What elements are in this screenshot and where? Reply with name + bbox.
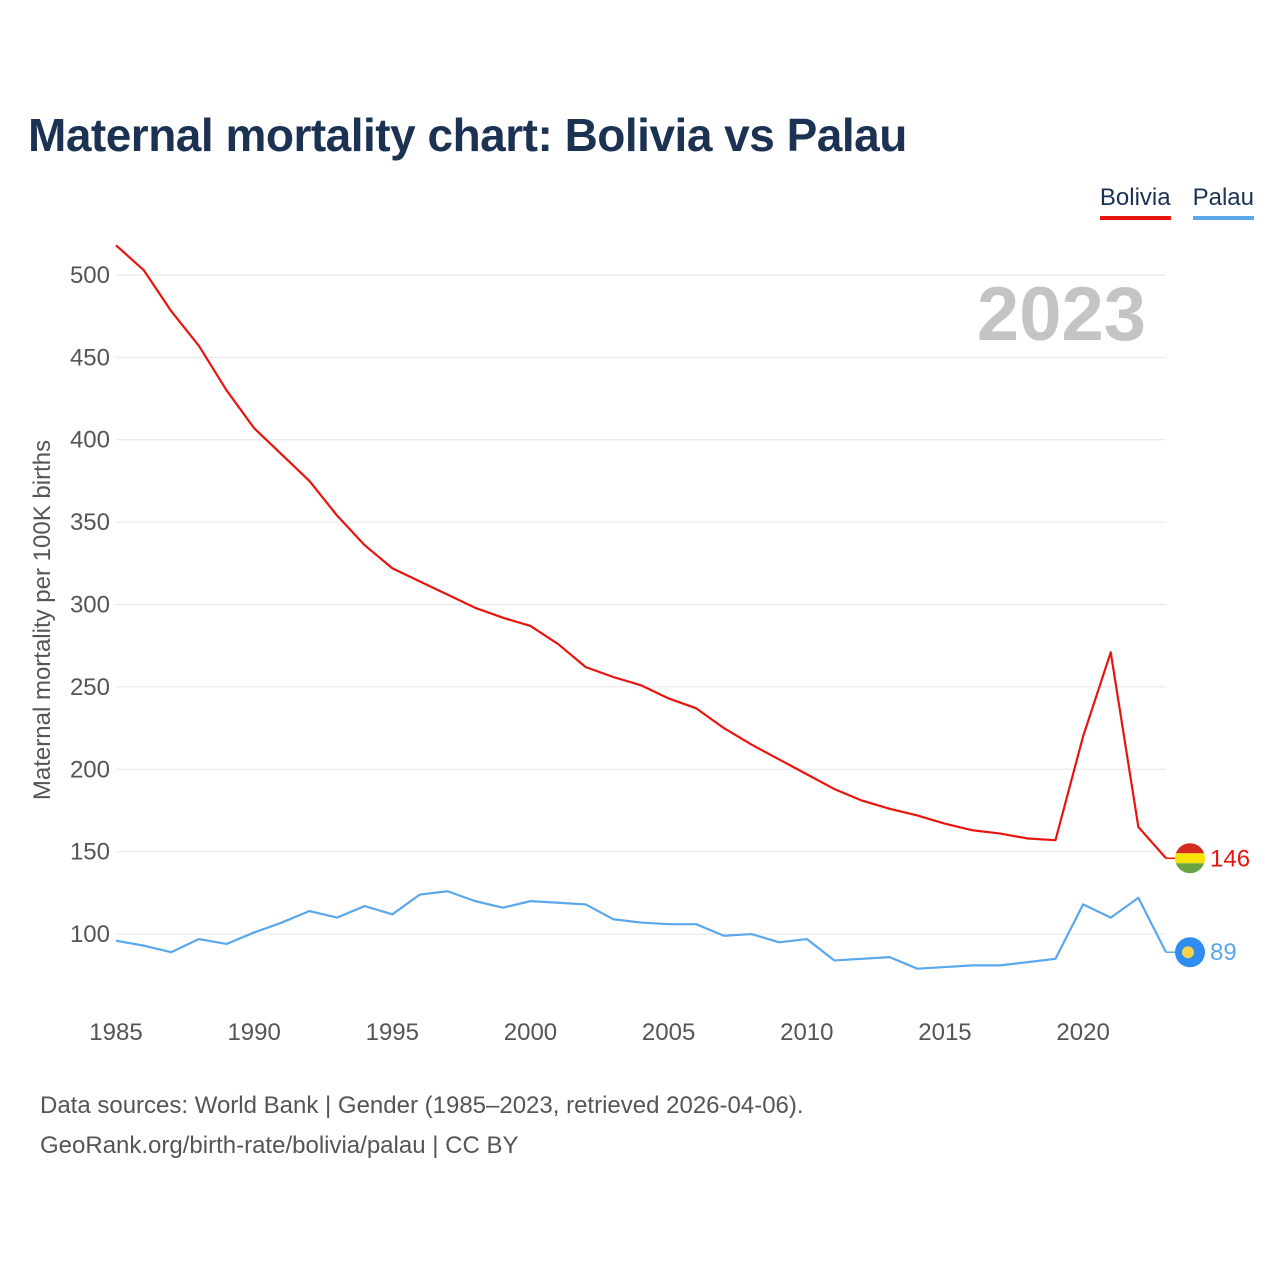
y-tick-label: 100 (70, 921, 110, 948)
series-line-palau (115, 890, 1167, 970)
y-tick-label: 300 (70, 592, 110, 619)
legend-bolivia[interactable]: Bolivia (1099, 184, 1171, 220)
y-axis-label: Maternal mortality per 100K births (29, 440, 56, 800)
series-line-bolivia (115, 244, 1167, 860)
x-tick-label: 1990 (227, 1019, 280, 1046)
grid-lines (116, 274, 1166, 935)
flag-palau-icon (1175, 937, 1205, 968)
end-value-label: 146 (1210, 845, 1250, 872)
y-tick-label: 150 (70, 839, 110, 866)
y-tick-label: 200 (70, 756, 110, 783)
x-tick-label: 2010 (780, 1019, 833, 1046)
chart-title: Maternal mortality chart: Bolivia vs Pal… (28, 109, 907, 161)
x-tick-label: 1995 (366, 1019, 419, 1046)
y-tick-label: 250 (70, 674, 110, 701)
y-tick-label: 400 (70, 427, 110, 454)
end-markers: 146 89 (1166, 843, 1250, 968)
footer-url[interactable]: GeoRank.org/birth-rate/bolivia/palau | C… (40, 1132, 519, 1159)
legend-palau[interactable]: Palau (1192, 184, 1254, 220)
y-tick-label: 450 (70, 344, 110, 371)
x-tick-label: 2005 (642, 1019, 695, 1046)
x-tick-label: 2000 (504, 1019, 557, 1046)
legend: Bolivia Palau (1099, 184, 1254, 220)
x-axis-ticks: 1985 1990 1995 2000 2005 2010 2015 2020 (89, 1019, 1109, 1046)
x-tick-label: 1985 (89, 1019, 142, 1046)
x-tick-label: 2015 (918, 1019, 971, 1046)
series-lines (115, 244, 1167, 970)
x-tick-label: 2020 (1056, 1019, 1109, 1046)
y-tick-label: 350 (70, 509, 110, 536)
end-value-label: 89 (1210, 939, 1237, 966)
year-watermark: 2023 (977, 272, 1146, 357)
y-axis-ticks: 100 150 200 250 300 350 400 450 500 (70, 262, 110, 948)
footer: Data sources: World Bank | Gender (1985–… (40, 1086, 804, 1166)
flag-bolivia-icon (1175, 843, 1205, 874)
footer-sources: Data sources: World Bank | Gender (1985–… (40, 1092, 804, 1119)
y-tick-label: 500 (70, 262, 110, 289)
